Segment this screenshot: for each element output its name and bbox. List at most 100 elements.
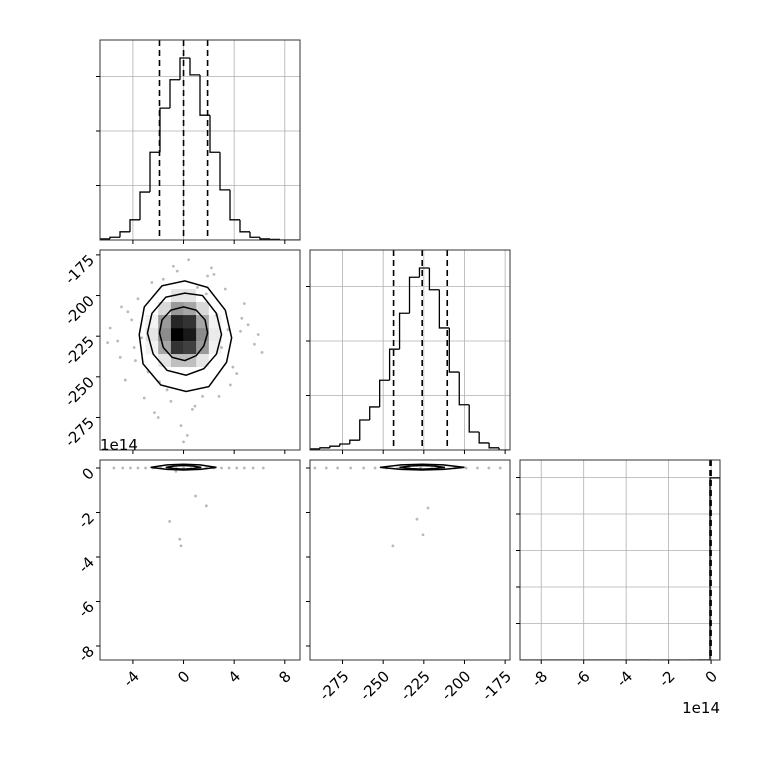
scatter-point	[140, 336, 144, 340]
scatter-point	[112, 466, 116, 470]
scatter-point	[349, 466, 353, 470]
histogram-bin	[209, 115, 220, 153]
contour	[379, 463, 465, 471]
histogram-bin	[249, 231, 260, 238]
histogram-bin	[418, 267, 430, 278]
scatter-point	[206, 274, 209, 278]
scatter-point	[209, 266, 213, 270]
density-cell	[196, 354, 209, 368]
histogram-bin	[339, 443, 350, 447]
scatter-point	[185, 433, 189, 437]
density-cell	[146, 354, 159, 367]
y-offset-text: 1e14	[100, 436, 138, 454]
axes-frame	[99, 459, 301, 661]
histogram-bin	[219, 152, 230, 191]
scatter-point	[204, 504, 208, 508]
contour	[158, 306, 209, 362]
scatter-point	[235, 466, 239, 470]
axes-frame	[309, 459, 511, 661]
panel	[306, 249, 511, 454]
histogram-bin	[319, 447, 330, 449]
density-cell	[183, 289, 197, 303]
scatter-point	[464, 466, 468, 470]
scatter-point	[251, 466, 255, 470]
scatter-point	[144, 466, 147, 470]
density-cell	[208, 328, 222, 342]
contour	[165, 464, 202, 470]
scatter-point	[191, 407, 194, 411]
scatter-point	[179, 424, 183, 428]
scatter-point	[156, 416, 160, 419]
scatter-point	[142, 396, 146, 400]
plot-area	[100, 40, 300, 240]
scatter-point	[239, 329, 242, 333]
scatter-point	[242, 302, 246, 306]
scatter-point	[187, 258, 191, 262]
histogram-bin	[129, 219, 140, 232]
scatter-point	[169, 399, 173, 403]
scatter-point	[204, 292, 208, 296]
histogram-bin	[408, 276, 420, 314]
density-cell	[145, 315, 159, 329]
histogram-bin	[428, 267, 440, 291]
scatter-point	[182, 440, 185, 444]
histogram-bin	[149, 151, 160, 193]
scatter-point	[123, 378, 127, 382]
scatter-point	[228, 383, 232, 387]
histogram-bin	[189, 57, 200, 76]
scatter-point	[128, 466, 132, 470]
scatter-point	[175, 269, 179, 273]
scatter-point	[179, 544, 183, 548]
histogram-bin	[359, 419, 370, 441]
density-cell	[183, 328, 197, 342]
scatter-point	[174, 469, 178, 473]
density-cell	[170, 315, 184, 329]
scatter-point	[201, 394, 204, 398]
scatter-point	[194, 494, 197, 498]
histogram-bin	[259, 237, 270, 240]
density-cell	[183, 341, 197, 355]
scatter-point	[421, 533, 425, 537]
histogram-bin	[478, 432, 490, 444]
panel	[96, 39, 301, 244]
scatter-point	[235, 372, 239, 375]
scatter-point	[324, 466, 328, 470]
scatter-point	[196, 285, 199, 289]
scatter-point	[223, 287, 227, 291]
axes-frame	[309, 249, 511, 451]
histogram-bin	[388, 348, 400, 381]
density-cell	[158, 354, 171, 368]
histogram-bin	[159, 107, 170, 153]
plot-area	[313, 463, 502, 548]
histogram-bin	[438, 289, 450, 329]
scatter-point	[240, 316, 244, 320]
scatter-point	[217, 394, 221, 398]
histogram-bin	[239, 219, 250, 233]
scatter-point	[178, 537, 182, 541]
scatter-point	[362, 466, 366, 470]
contour	[138, 280, 233, 393]
histogram-bin	[709, 477, 720, 660]
scatter-point	[106, 341, 109, 345]
scatter-point	[261, 466, 265, 470]
histogram-bin	[329, 445, 340, 448]
density-cell	[158, 289, 171, 302]
histogram-bin	[458, 372, 470, 406]
contour	[146, 292, 223, 376]
scatter-point	[336, 466, 340, 470]
plot-area	[310, 250, 510, 450]
axes-frame	[519, 459, 721, 661]
scatter-point	[153, 411, 156, 415]
scatter-point	[426, 506, 430, 510]
histogram-bin	[398, 312, 410, 350]
scatter-point	[161, 277, 165, 281]
contour	[150, 463, 217, 471]
scatter-point	[172, 264, 175, 268]
histogram-bin	[100, 238, 110, 240]
histogram-bin	[488, 442, 500, 449]
histogram-bin	[139, 191, 150, 220]
scatter-point	[165, 388, 169, 392]
scatter-point	[253, 342, 256, 346]
histogram-bin	[229, 189, 240, 221]
scatter-point	[415, 517, 419, 521]
